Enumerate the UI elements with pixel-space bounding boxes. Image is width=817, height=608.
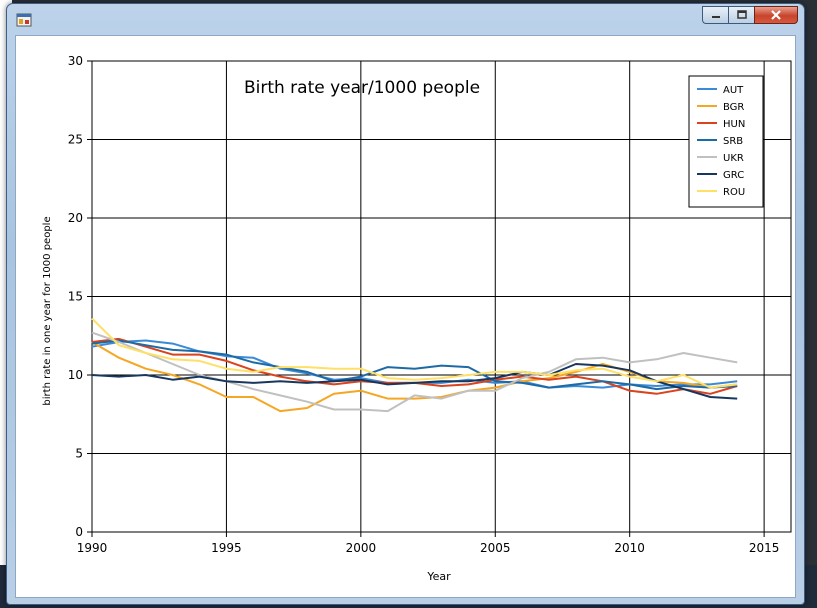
title-bar[interactable] — [7, 4, 804, 34]
close-icon — [771, 10, 781, 20]
y-tick-label: 20 — [68, 211, 83, 225]
legend-label-grc: GRC — [723, 170, 744, 181]
x-axis: 1990 1995 2000 2005 2010 2015 — [77, 532, 780, 555]
x-axis-label: Year — [426, 570, 451, 583]
x-tick-label: 2005 — [480, 541, 511, 555]
series-lines — [91, 317, 738, 413]
legend-label-ukr: UKR — [723, 153, 744, 164]
y-tick-label: 25 — [68, 133, 83, 147]
legend-box — [688, 75, 764, 208]
series-line-grc — [91, 363, 738, 400]
legend-label-bgr: BGR — [723, 102, 744, 113]
legend: AUT BGR HUN SRB UKR GRC ROU — [688, 75, 764, 208]
maximize-icon — [736, 10, 747, 19]
chart-grid — [91, 60, 791, 533]
series-line-rou — [91, 317, 738, 389]
chart-area: 1990 1995 2000 2005 2010 2015 0 5 10 15 20 25 30 Bi… — [15, 35, 796, 598]
y-tick-label: 15 — [68, 290, 83, 304]
minimize-icon — [711, 16, 720, 18]
y-axis-label: birth rate in one year for 1000 people — [42, 216, 53, 405]
maximize-button[interactable] — [728, 6, 754, 24]
legend-label-hun: HUN — [723, 119, 745, 130]
window-controls — [702, 6, 798, 26]
minimize-button[interactable] — [702, 6, 728, 24]
x-tick-label: 2010 — [614, 541, 645, 555]
y-tick-label: 10 — [68, 368, 83, 382]
legend-label-aut: AUT — [723, 85, 744, 96]
legend-label-srb: SRB — [723, 136, 743, 147]
app-window-icon — [16, 13, 32, 27]
series-line-ukr — [91, 331, 738, 413]
line-chart: 1990 1995 2000 2005 2010 2015 0 5 10 15 20 25 30 Bi… — [42, 54, 792, 583]
close-button[interactable] — [754, 6, 798, 24]
y-tick-label: 30 — [68, 54, 83, 68]
x-tick-label: 1995 — [211, 541, 242, 555]
chart-title: Birth rate year/1000 people — [244, 78, 480, 98]
x-tick-label: 2000 — [346, 541, 377, 555]
chart-window: 1990 1995 2000 2005 2010 2015 0 5 10 15 20 25 30 Bi… — [6, 3, 805, 605]
x-tick-label: 1990 — [77, 541, 108, 555]
y-tick-label: 0 — [75, 525, 83, 539]
y-axis: 0 5 10 15 20 25 30 — [68, 54, 92, 539]
series-line-srb — [91, 339, 738, 391]
legend-label-rou: ROU — [723, 187, 745, 198]
series-line-bgr — [91, 341, 738, 413]
x-tick-label: 2015 — [749, 541, 780, 555]
y-tick-label: 5 — [75, 447, 83, 461]
